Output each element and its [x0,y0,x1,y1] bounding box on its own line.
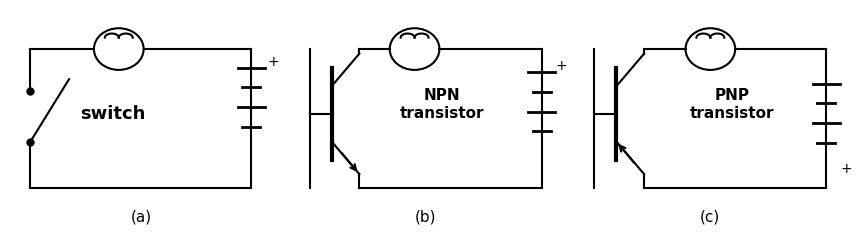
Text: (c): (c) [700,210,721,225]
Text: NPN
transistor: NPN transistor [400,88,484,121]
Text: (a): (a) [130,210,152,225]
Text: +: + [268,55,279,69]
Text: +: + [555,59,567,73]
Text: PNP
transistor: PNP transistor [690,88,775,121]
Text: +: + [840,162,852,176]
Text: switch: switch [80,105,146,123]
Text: (b): (b) [415,210,436,225]
